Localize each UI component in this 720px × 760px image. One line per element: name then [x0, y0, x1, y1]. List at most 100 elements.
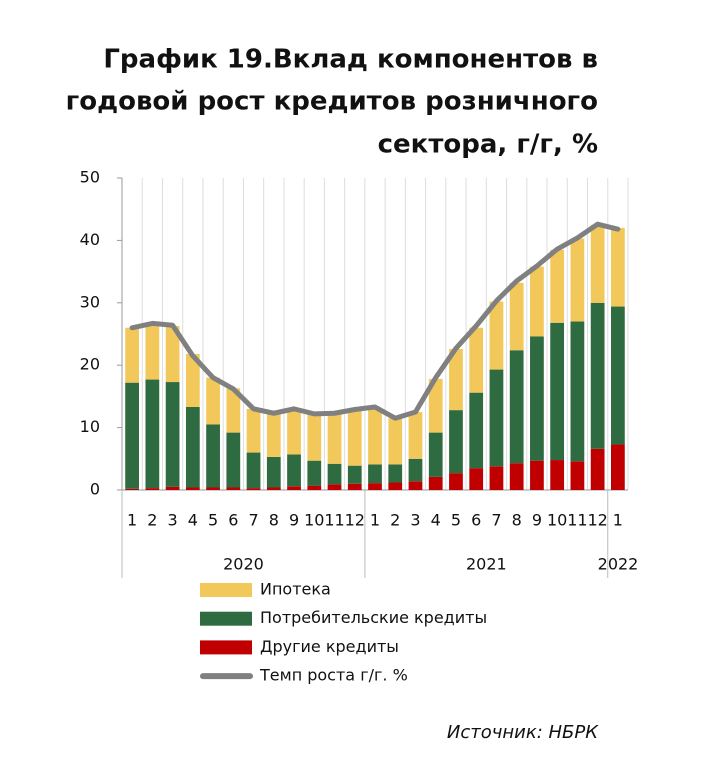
x-tick-label: 2 [147, 511, 157, 530]
bar-segment [307, 413, 322, 461]
bar-segment [509, 463, 524, 490]
x-tick-label: 2 [390, 511, 400, 530]
bar-segment [368, 464, 382, 484]
bar-segment [125, 327, 140, 383]
x-tick-label: 11 [324, 511, 344, 530]
x-group-label: 2022 [598, 555, 639, 574]
bar-segment [307, 485, 322, 490]
chart-title: годовой рост кредитов розничного [66, 87, 598, 117]
bar-segment [469, 327, 484, 393]
x-tick-label: 3 [168, 511, 178, 530]
bar-segment [206, 487, 220, 490]
bar-segment [246, 488, 261, 490]
x-tick-label: 4 [431, 511, 441, 530]
chart-title: сектора, г/г, % [378, 130, 598, 160]
bar-segment [287, 408, 301, 455]
x-group-label: 2021 [466, 555, 507, 574]
bar-segment [388, 418, 403, 465]
bar-segment [347, 410, 362, 466]
bar-segment [428, 378, 443, 433]
bar-segment [125, 382, 140, 489]
bar-segment [125, 488, 140, 490]
bar-segment [185, 407, 200, 488]
y-tick-label: 30 [80, 292, 100, 311]
x-group-label: 2020 [223, 555, 264, 574]
bar-segment [550, 460, 565, 490]
legend-swatch [200, 583, 252, 597]
bar-segment [610, 227, 625, 307]
bar-segment [347, 465, 362, 484]
legend-label: Темп роста г/г. % [259, 666, 408, 685]
x-tick-label: 12 [587, 511, 607, 530]
legend-label: Потребительские кредиты [260, 608, 487, 627]
x-tick-label: 9 [289, 511, 299, 530]
bar-segment [246, 408, 261, 453]
bar-segment [327, 463, 342, 485]
x-tick-label: 6 [471, 511, 481, 530]
chart-title: График 19.Вклад компонентов в [103, 45, 598, 75]
bar-segment [145, 379, 160, 489]
bar-segment [226, 388, 241, 433]
y-tick-label: 20 [80, 355, 100, 374]
bar-segment [489, 301, 504, 370]
x-tick-label: 1 [613, 511, 623, 530]
x-tick-label: 8 [269, 511, 279, 530]
line [129, 221, 621, 421]
bar-segment [469, 392, 484, 469]
bar-segment [388, 482, 403, 490]
bar-segment [590, 224, 605, 303]
bar-segment [206, 377, 220, 425]
bar-segment [408, 458, 423, 482]
bar-segment [590, 448, 605, 490]
x-tick-label: 3 [410, 511, 420, 530]
bar-segment [185, 487, 200, 490]
x-tick-label: 9 [532, 511, 542, 530]
source: Источник: НБРК [447, 722, 599, 743]
bar-segment [266, 412, 281, 457]
bar-segment [327, 484, 342, 490]
bar-segment [570, 461, 585, 490]
x-tick-label: 7 [491, 511, 501, 530]
bar-segment [610, 444, 625, 490]
bar-segment [449, 410, 463, 474]
x-tick-label: 10 [547, 511, 567, 530]
bar-segment [287, 486, 301, 490]
x-tick-label: 1 [370, 511, 380, 530]
bar-segment [145, 322, 160, 380]
bar-segment [307, 460, 322, 486]
bar-segment [489, 369, 504, 467]
x-tick-label: 5 [451, 511, 461, 530]
bar-segment [530, 336, 544, 461]
bar-segment [165, 382, 180, 487]
x-tick-label: 12 [345, 511, 365, 530]
bar-segment [449, 348, 463, 411]
x-tick-label: 5 [208, 511, 218, 530]
legend-label: Ипотека [260, 580, 331, 599]
bar-segment [368, 483, 382, 490]
bar-segment [287, 454, 301, 487]
bar-segment [509, 350, 524, 464]
bar-segment [570, 321, 585, 462]
bar-segment [408, 412, 423, 459]
x-tick-label: 7 [248, 511, 258, 530]
bar-segment [428, 476, 443, 490]
bar-segment [327, 412, 342, 464]
legend-label: Другие кредиты [260, 637, 399, 656]
bar-segment [489, 466, 504, 490]
bar-segment [145, 488, 160, 490]
bar-segment [469, 468, 484, 490]
x-tick-label: 6 [228, 511, 238, 530]
bar-segment [226, 432, 241, 488]
bar-segment [266, 487, 281, 490]
bar-segment [570, 238, 585, 322]
y-tick-label: 10 [80, 417, 100, 436]
x-tick-label: 4 [188, 511, 198, 530]
bar-segment [347, 483, 362, 490]
x-tick-label: 1 [127, 511, 137, 530]
bar-segment [266, 456, 281, 488]
bar-segment [550, 322, 565, 461]
x-tick-label: 10 [304, 511, 324, 530]
bar-segment [368, 407, 382, 465]
x-tick-label: 8 [512, 511, 522, 530]
